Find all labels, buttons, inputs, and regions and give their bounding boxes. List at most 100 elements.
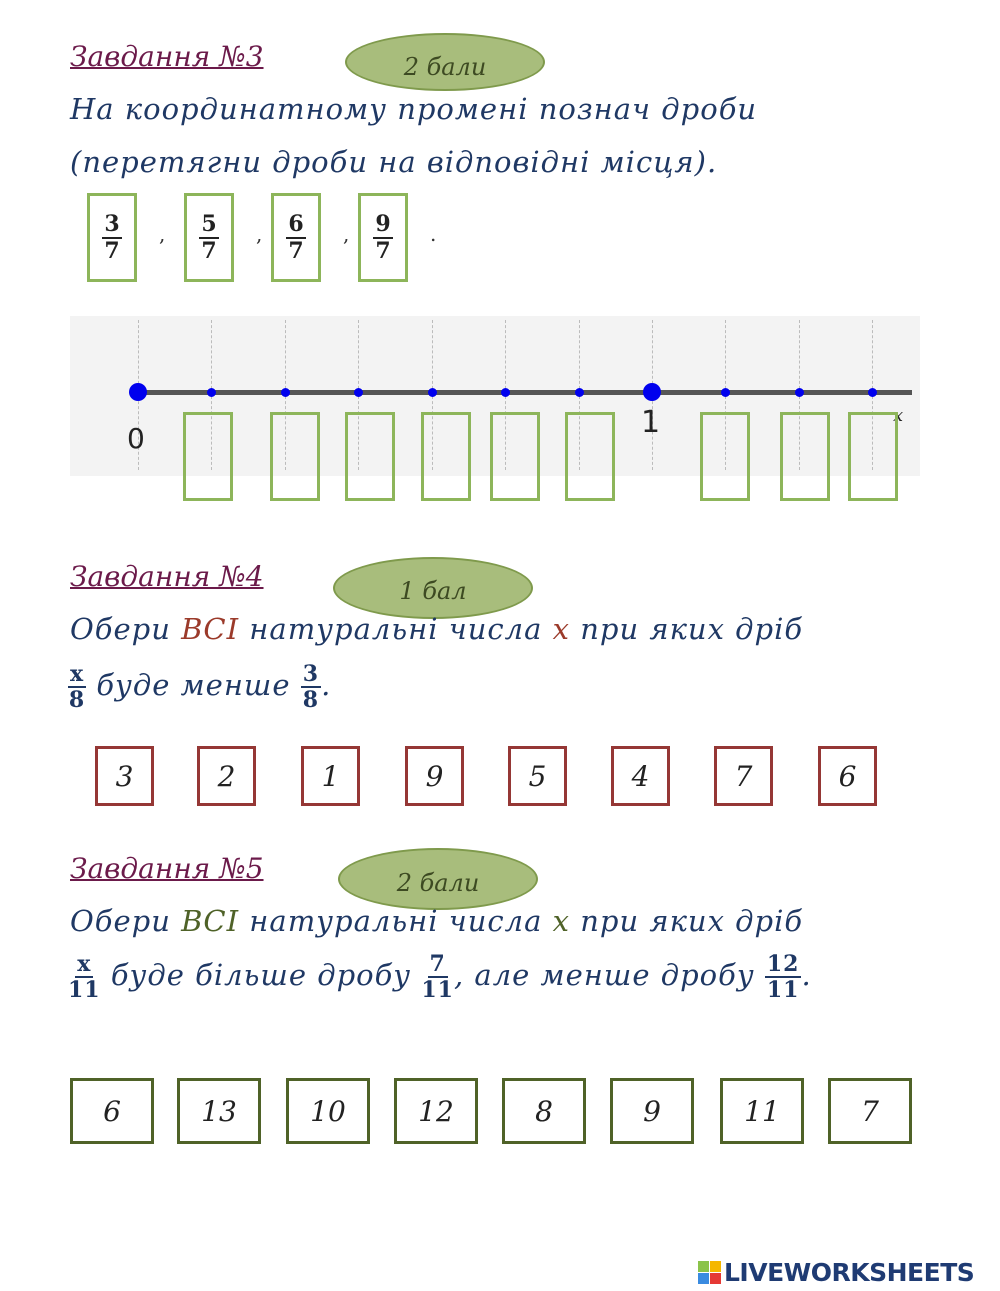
axis-label-1: 1 — [641, 405, 661, 440]
numerator: 5 — [199, 211, 219, 239]
denominator: 11 — [68, 977, 101, 1004]
drop-target-box[interactable] — [345, 412, 395, 501]
axis-label-x: x — [893, 405, 904, 426]
axis-point — [207, 388, 217, 397]
end-period: . — [430, 222, 437, 246]
option-box[interactable]: 9 — [405, 746, 464, 806]
axis-point — [354, 388, 364, 397]
axis-point — [280, 388, 290, 397]
task5-instruction-2: x 11 буде більше дробу 7 11, але менше дро… — [68, 951, 812, 1004]
task4-points-badge: 1 бал — [333, 557, 533, 619]
axis-point — [501, 388, 511, 397]
text: буде менше — [96, 668, 291, 703]
denominator: 7 — [104, 237, 120, 264]
variable-x: x — [552, 612, 571, 646]
denominator: 8 — [68, 687, 86, 714]
logo-icon — [698, 1261, 721, 1284]
axis-point — [721, 388, 731, 397]
axis-point — [794, 388, 804, 397]
option-box[interactable]: 7 — [828, 1078, 912, 1144]
variable-x: x — [552, 904, 571, 938]
option-box[interactable]: 11 — [720, 1078, 804, 1144]
denominator: 8 — [302, 687, 320, 714]
denominator: 7 — [288, 237, 304, 264]
text: буде більше дробу — [100, 958, 422, 993]
option-box[interactable]: 6 — [70, 1078, 154, 1144]
option-box[interactable]: 4 — [611, 746, 670, 806]
option-box[interactable]: 1 — [301, 746, 360, 806]
task3-points-badge: 2 бали — [345, 33, 545, 91]
axis-point — [868, 388, 878, 397]
option-box[interactable]: 9 — [610, 1078, 694, 1144]
option-box[interactable]: 7 — [714, 746, 773, 806]
fraction-7-11: 7 11 — [421, 951, 454, 1004]
text: натуральні числа — [239, 904, 553, 938]
task3-instruction-1: На координатному промені познач дроби — [70, 92, 758, 126]
text: при яких дріб — [580, 612, 804, 646]
drop-target-box[interactable] — [490, 412, 540, 501]
denominator: 7 — [201, 237, 217, 264]
fraction-12-11: 12 11 — [764, 951, 802, 1004]
drop-target-box[interactable] — [183, 412, 233, 501]
task3-instruction-2: (перетягни дроби на відповідні місця). — [70, 145, 718, 179]
separator-comma: , — [343, 222, 350, 246]
task5-instruction-1: Обери ВСІ натуральні числа x при яких др… — [70, 904, 803, 938]
numerator: 3 — [300, 661, 322, 689]
text: . — [801, 958, 812, 993]
numerator: 7 — [427, 951, 448, 979]
drop-target-box[interactable] — [421, 412, 471, 501]
task3-title: Завдання №3 — [70, 40, 264, 73]
option-box[interactable]: 3 — [95, 746, 154, 806]
option-box[interactable]: 5 — [508, 746, 567, 806]
axis-point — [427, 388, 437, 397]
number-line-axis — [138, 390, 912, 395]
fraction-x-11: x 11 — [68, 951, 101, 1004]
emphasis-all: ВСІ — [181, 612, 240, 646]
axis-point — [129, 383, 147, 401]
text: Обери — [70, 904, 182, 938]
denominator: 11 — [421, 977, 454, 1004]
task4-title: Завдання №4 — [70, 560, 264, 593]
drop-target-box[interactable] — [565, 412, 615, 501]
separator-comma: , — [256, 222, 263, 246]
task4-instruction-1: Обери ВСІ натуральні числа x при яких др… — [70, 612, 803, 646]
numerator: 9 — [373, 211, 393, 239]
logo-text: LIVEWORKSHEETS — [724, 1258, 975, 1287]
option-box[interactable]: 13 — [177, 1078, 261, 1144]
drop-target-box[interactable] — [848, 412, 898, 501]
separator-comma: , — [159, 222, 166, 246]
text: при яких дріб — [580, 904, 804, 938]
text: натуральні числа — [239, 612, 553, 646]
axis-point — [574, 388, 584, 397]
option-box[interactable]: 12 — [394, 1078, 478, 1144]
numerator: x — [68, 661, 87, 689]
drop-target-box[interactable] — [780, 412, 830, 501]
numerator: 6 — [286, 211, 306, 239]
option-box[interactable]: 6 — [818, 746, 877, 806]
text: . — [321, 668, 332, 703]
drop-target-box[interactable] — [270, 412, 320, 501]
option-box[interactable]: 10 — [286, 1078, 370, 1144]
emphasis-all: ВСІ — [181, 904, 240, 938]
liveworksheets-logo: LIVEWORKSHEETS — [698, 1258, 975, 1287]
numerator: 3 — [102, 211, 122, 239]
numerator: x — [75, 951, 94, 979]
axis-label-0: 0 — [127, 422, 145, 455]
text: , але менше дробу — [453, 958, 765, 993]
numerator: 12 — [764, 951, 802, 979]
option-box[interactable]: 2 — [197, 746, 256, 806]
option-box[interactable]: 8 — [502, 1078, 586, 1144]
denominator: 11 — [766, 977, 800, 1004]
drop-target-box[interactable] — [700, 412, 750, 501]
denominator: 7 — [375, 237, 391, 264]
